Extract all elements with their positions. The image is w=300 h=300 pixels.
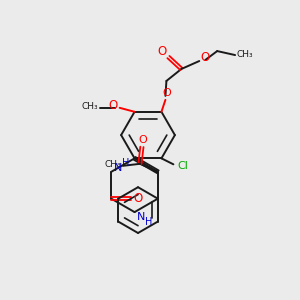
Text: Cl: Cl [177, 161, 188, 171]
Text: CH₃: CH₃ [237, 50, 254, 58]
Text: O: O [162, 88, 171, 98]
Text: N: N [114, 163, 122, 173]
Text: O: O [138, 135, 147, 145]
Text: O: O [133, 192, 142, 205]
Text: CH₃: CH₃ [82, 102, 98, 111]
Text: H: H [122, 158, 129, 168]
Text: O: O [157, 45, 167, 58]
Text: H: H [145, 217, 152, 227]
Text: CH₃: CH₃ [105, 160, 122, 169]
Text: O: O [109, 99, 118, 112]
Text: O: O [200, 50, 209, 64]
Text: N: N [137, 212, 146, 222]
